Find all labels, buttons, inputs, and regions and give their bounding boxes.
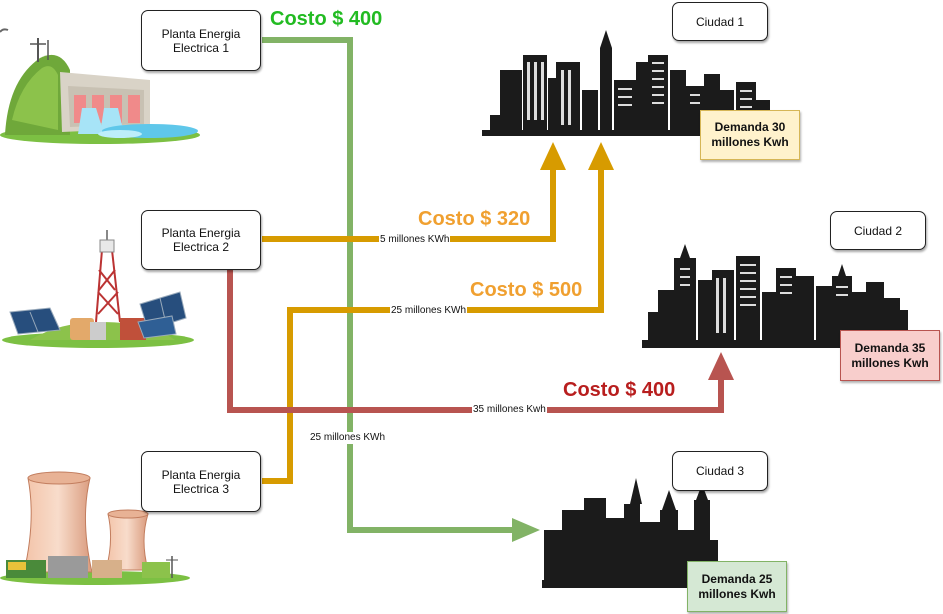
- plant-label: Planta Energia: [161, 26, 241, 41]
- city-box-1: Ciudad 1: [672, 2, 768, 41]
- city-label: Ciudad 2: [853, 223, 903, 238]
- route-cost-label: Costo $ 500: [470, 279, 583, 301]
- route-arrowhead: [588, 142, 614, 170]
- plant-box-2: Planta Energia Electrica 2: [141, 210, 261, 270]
- route-flow-label: 25 millones KWh: [309, 432, 387, 444]
- solar-plant-icon: [2, 230, 194, 348]
- route-arrowhead: [512, 518, 540, 542]
- demand-label: Demanda 30: [714, 120, 786, 134]
- route-cost-label: Costo $ 400: [563, 379, 676, 401]
- demand-label: millones Kwh: [711, 135, 789, 149]
- demand-label: Demanda 35: [854, 340, 926, 355]
- plant-label: Planta Energia: [161, 467, 241, 482]
- city-label: Ciudad 1: [695, 14, 745, 29]
- plant-label: Electrica 2: [172, 240, 229, 254]
- route-plant3-city1: [262, 170, 604, 484]
- plant-box-3: Planta Energia Electrica 3: [141, 451, 261, 512]
- route-plant2-city1: [262, 170, 556, 242]
- city-label: Ciudad 3: [695, 464, 745, 478]
- route-plant1-city3: [262, 37, 512, 533]
- demand-box-2: Demanda 35 millones Kwh: [840, 330, 940, 381]
- demand-label: millones Kwh: [698, 586, 776, 601]
- route-flow-label: 35 millones Kwh: [472, 404, 547, 416]
- route-arrowhead: [540, 142, 566, 170]
- demand-label: Demanda 25: [701, 571, 773, 586]
- route-cost-label: Costo $ 320: [418, 208, 531, 230]
- plant-label: Electrica 3: [172, 481, 229, 496]
- route-arrowhead: [708, 352, 734, 380]
- city-box-3: Ciudad 3: [672, 451, 768, 491]
- route-flow-label: 25 millones KWh: [390, 305, 468, 317]
- plant-box-1: Planta Energia Electrica 1: [141, 10, 261, 71]
- nuclear-plant-icon: [0, 471, 190, 585]
- demand-box-1: Demanda 30 millones Kwh: [700, 110, 800, 160]
- plant-label: Electrica 1: [172, 40, 229, 55]
- city-box-2: Ciudad 2: [830, 211, 926, 250]
- route-cost-label: Costo $ 400: [270, 8, 383, 30]
- plant-label: Planta Energia: [161, 226, 241, 240]
- route-flow-label: 5 millones KWh: [379, 234, 451, 246]
- city-skyline-icon: [642, 244, 910, 348]
- hydro-plant-icon: [0, 28, 200, 144]
- city-skyline-icon: [542, 478, 718, 588]
- demand-box-3: Demanda 25 millones Kwh: [687, 561, 787, 612]
- demand-label: millones Kwh: [851, 355, 929, 370]
